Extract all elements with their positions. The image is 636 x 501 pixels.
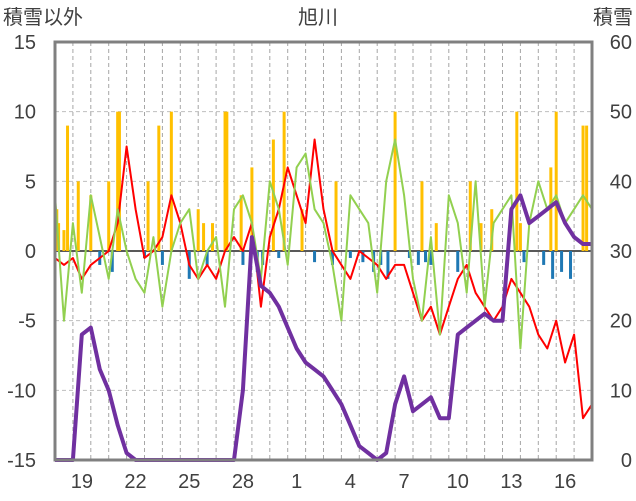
right-tick-label: 50 — [610, 102, 632, 124]
right-tick-label: 40 — [610, 171, 632, 193]
precip-bar — [490, 209, 494, 251]
plot-frame — [53, 40, 594, 462]
chart-title: 旭川 — [298, 6, 338, 29]
precip-bar — [429, 251, 433, 265]
precip-bar — [549, 167, 553, 251]
precip-bar — [196, 209, 200, 251]
precip-bar — [456, 251, 460, 272]
precip-bar — [434, 223, 438, 251]
precip-bar — [89, 195, 93, 251]
precip-bar — [116, 111, 120, 252]
precip-bar — [515, 111, 519, 252]
series-line — [54, 138, 593, 350]
precip-bar — [386, 251, 390, 279]
precip-bar — [518, 223, 522, 251]
precip-bar — [76, 181, 80, 251]
left-tick-label: 10 — [14, 102, 36, 124]
precip-bar — [361, 251, 365, 263]
right-tick-label: 60 — [610, 32, 632, 54]
precip-bar — [468, 181, 472, 251]
precip-bar — [146, 181, 150, 251]
x-tick-label: 7 — [398, 471, 409, 493]
right-tick-label: 20 — [610, 311, 632, 333]
precip-bar — [66, 125, 70, 251]
precip-bar — [551, 251, 555, 279]
precip-bar — [581, 125, 585, 251]
precip-bar — [300, 209, 304, 251]
x-tick-label: 13 — [500, 471, 522, 493]
precip-bar — [110, 251, 114, 272]
precip-bar — [169, 111, 173, 252]
precip-bar — [330, 251, 334, 265]
precip-bar — [554, 111, 558, 252]
precip-bar — [241, 251, 245, 265]
series-lines — [54, 138, 593, 462]
left-tick-label: -15 — [7, 450, 36, 472]
right-tick-label: 0 — [621, 450, 632, 472]
precip-bar — [62, 230, 66, 251]
precip-bar — [348, 251, 352, 258]
x-tick-label: 25 — [178, 471, 200, 493]
left-axis-title: 積雪以外 — [3, 6, 83, 29]
precip-bar — [542, 251, 546, 265]
precip-bar — [585, 125, 589, 251]
precip-bar — [225, 111, 229, 252]
precip-bar — [239, 195, 243, 251]
precip-bar — [160, 251, 164, 265]
left-tick-label: 0 — [25, 241, 36, 263]
precip-bar — [107, 181, 111, 251]
left-tick-label: 15 — [14, 32, 36, 54]
precipitation-bars — [55, 111, 589, 279]
grid-lines — [54, 41, 593, 461]
precip-bar — [205, 251, 209, 265]
precip-bar — [420, 181, 424, 251]
left-tick-label: 5 — [25, 171, 36, 193]
left-tick-label: -10 — [7, 380, 36, 402]
x-tick-label: 28 — [232, 471, 254, 493]
precip-bar — [393, 111, 397, 252]
precip-bar — [522, 251, 526, 263]
precip-bar — [223, 111, 227, 252]
right-tick-label: 10 — [610, 380, 632, 402]
precip-bar — [157, 125, 161, 251]
precip-bar — [202, 223, 206, 251]
precip-bar — [211, 223, 215, 251]
precip-bar — [117, 111, 121, 252]
precip-bar — [277, 251, 281, 258]
left-tick-label: -5 — [18, 311, 36, 333]
x-tick-label: 10 — [447, 471, 469, 493]
precip-bar — [334, 181, 338, 251]
precip-bar — [424, 251, 428, 263]
x-tick-label: 16 — [554, 471, 576, 493]
x-tick-label: 19 — [71, 471, 93, 493]
right-tick-label: 30 — [610, 241, 632, 263]
x-tick-label: 22 — [124, 471, 146, 493]
precip-bar — [416, 251, 420, 265]
precip-bar — [313, 251, 317, 263]
right-axis-title: 積雪 — [593, 6, 633, 29]
x-tick-label: 4 — [345, 471, 356, 493]
x-tick-label: 1 — [291, 471, 302, 493]
precip-bar — [250, 167, 254, 251]
precip-bar — [479, 223, 483, 251]
precip-bar — [560, 251, 564, 272]
precip-bar — [569, 251, 573, 279]
